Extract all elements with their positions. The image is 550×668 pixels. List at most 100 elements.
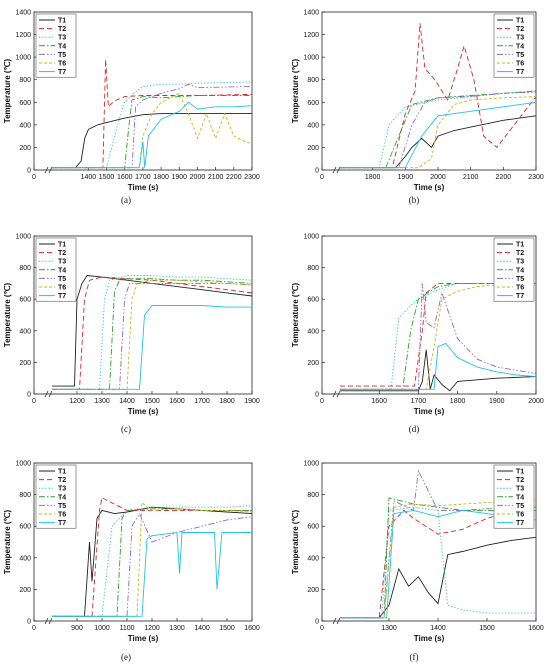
y-tick-label: 1400 <box>303 10 319 17</box>
x-tick-label: 2300 <box>528 174 544 181</box>
x-tick-label: 0 <box>320 174 324 181</box>
axis-break-mark <box>332 617 337 625</box>
axis-break-mark <box>44 390 49 398</box>
x-tick-label: 1400 <box>119 398 135 405</box>
y-tick-label: 200 <box>19 360 31 367</box>
x-tick-label: 1800 <box>153 174 169 181</box>
y-axis-label: Temperature (℃) <box>3 58 12 123</box>
y-tick-label: 0 <box>315 392 319 399</box>
series-line-t5 <box>52 83 252 169</box>
x-axis-label: Time (s) <box>414 634 445 643</box>
x-tick-label: 1900 <box>244 398 260 405</box>
x-tick-label: 1600 <box>244 625 260 632</box>
x-tick-label: 2000 <box>190 174 206 181</box>
y-tick-label: 600 <box>307 297 319 304</box>
axis-break-mark <box>336 166 341 174</box>
x-tick-label: 2000 <box>430 174 446 181</box>
series-line-t3 <box>52 81 252 169</box>
legend-entry-t6: T6 <box>58 61 66 68</box>
x-tick-label: 1600 <box>117 174 133 181</box>
x-tick-label: 1600 <box>169 398 185 405</box>
y-axis-label: Temperature (℃) <box>3 509 12 574</box>
x-tick-label: 1900 <box>171 174 187 181</box>
x-tick-label: 0 <box>32 398 36 405</box>
legend-entry-t1: T1 <box>516 242 524 249</box>
x-tick-label: 1900 <box>489 398 505 405</box>
x-axis-label: Time (s) <box>414 183 445 192</box>
series-line-t3 <box>340 90 536 169</box>
series-line-t4 <box>340 90 536 169</box>
legend-entry-t6: T6 <box>58 512 66 519</box>
legend-entry-t2: T2 <box>516 250 524 257</box>
series-group <box>52 59 252 169</box>
x-tick-label: 1400 <box>81 174 97 181</box>
legend-entry-t3: T3 <box>516 486 524 493</box>
y-tick-label: 1000 <box>303 55 319 62</box>
legend-entry-t5: T5 <box>516 52 524 59</box>
x-tick-label: 2200 <box>226 174 242 181</box>
x-tick-label: 900 <box>71 625 83 632</box>
y-tick-label: 600 <box>307 100 319 107</box>
legend-entry-t7: T7 <box>58 69 66 76</box>
series-line-t7 <box>340 342 536 390</box>
axis-break-mark <box>48 166 53 174</box>
chart-panel-3: 0 200 400 600 800 1000 0 1200 1300 1400 1500 1600 17… <box>3 234 260 435</box>
x-tick-label: 1300 <box>381 625 397 632</box>
legend-entry-t5: T5 <box>58 276 66 283</box>
x-tick-label: 0 <box>32 625 36 632</box>
y-axis-label: Temperature (℃) <box>3 282 12 347</box>
legend-entry-t1: T1 <box>516 18 524 25</box>
series-line-t7 <box>52 305 252 390</box>
y-tick-label: 800 <box>19 265 31 272</box>
legend-entry-t4: T4 <box>58 267 66 274</box>
legend-entry-t6: T6 <box>516 512 524 519</box>
x-tick-label: 1800 <box>219 398 235 405</box>
y-tick-label: 800 <box>19 492 31 499</box>
series-line-t4 <box>52 95 252 169</box>
series-line-t7 <box>340 101 536 169</box>
series-line-t1 <box>340 536 536 619</box>
legend-entry-t6: T6 <box>516 61 524 68</box>
x-tick-label: 1500 <box>99 174 115 181</box>
legend-entry-t7: T7 <box>58 293 66 300</box>
legend-entry-t7: T7 <box>516 520 524 527</box>
series-line-t5 <box>52 282 252 390</box>
panel-caption: (b) <box>409 195 420 205</box>
legend-entry-t5: T5 <box>516 503 524 510</box>
panel-caption: (c) <box>121 424 131 434</box>
x-tick-label: 1700 <box>194 398 210 405</box>
axis-break-mark <box>336 617 341 625</box>
x-tick-label: 0 <box>320 625 324 632</box>
y-tick-label: 600 <box>19 100 31 107</box>
series-line-t3 <box>52 275 252 390</box>
x-tick-label: 1800 <box>365 174 381 181</box>
legend-entry-t3: T3 <box>516 35 524 42</box>
legend-entry-t2: T2 <box>516 477 524 484</box>
chart-panel-6: 0 200 400 600 800 1000 0 1300 1400 1500 1600 Time (… <box>291 461 544 663</box>
series-line-t7 <box>52 531 252 617</box>
series-line-t6 <box>52 279 252 390</box>
series-line-t5 <box>340 91 536 169</box>
y-tick-label: 400 <box>19 122 31 129</box>
legend-entry-t4: T4 <box>516 43 524 50</box>
y-tick-label: 800 <box>307 77 319 84</box>
legend-entry-t4: T4 <box>58 43 66 50</box>
x-tick-label: 1500 <box>144 398 160 405</box>
series-line-t1 <box>340 115 536 169</box>
legend-entry-t7: T7 <box>516 293 524 300</box>
y-axis-label: Temperature (℃) <box>291 509 300 574</box>
series-group <box>52 497 252 617</box>
y-tick-label: 0 <box>27 619 31 626</box>
x-tick-label: 1200 <box>144 625 160 632</box>
y-tick-label: 800 <box>307 265 319 272</box>
y-tick-label: 200 <box>307 360 319 367</box>
series-line-t6 <box>340 96 536 169</box>
plot-frame <box>321 235 537 395</box>
panel-caption: (e) <box>121 652 131 662</box>
legend-entry-t2: T2 <box>58 477 66 484</box>
legend-entry-t3: T3 <box>58 486 66 493</box>
x-tick-label: 1700 <box>411 398 427 405</box>
